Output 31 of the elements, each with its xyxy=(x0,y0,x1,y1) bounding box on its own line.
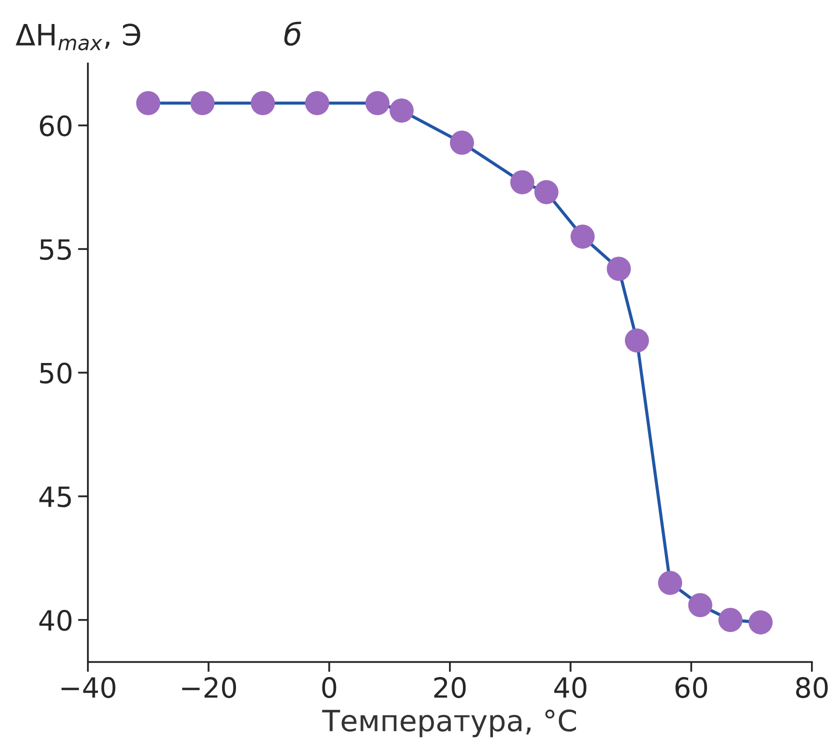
point xyxy=(136,91,160,116)
x-tick-label: 80 xyxy=(796,677,828,698)
y-tick-label: 40 xyxy=(39,610,72,631)
point xyxy=(510,170,534,194)
point xyxy=(748,610,773,634)
point xyxy=(305,91,330,116)
point xyxy=(624,328,649,353)
x-tick-label: 20 xyxy=(434,677,466,698)
point xyxy=(250,91,275,116)
point xyxy=(688,593,712,618)
y-tick-label: 50 xyxy=(40,362,72,384)
x-tick-label: −40 xyxy=(62,677,116,698)
x-tick-label: −20 xyxy=(182,677,236,698)
chart-title: б xyxy=(284,22,302,46)
x-axis-title: Температура, °C xyxy=(322,710,576,738)
point xyxy=(190,91,215,116)
x-tick-label: 60 xyxy=(675,677,708,698)
y-tick-label: 55 xyxy=(40,239,71,260)
x-tick-label: 0 xyxy=(322,677,336,698)
y-axis-title: ΔH$_{max}$, Э xyxy=(16,24,140,50)
x-tick-label: 40 xyxy=(554,677,586,698)
point xyxy=(606,256,631,281)
point xyxy=(365,91,390,116)
point xyxy=(450,130,474,155)
point xyxy=(534,180,558,204)
point xyxy=(390,98,414,123)
y-tick-label: 60 xyxy=(40,115,72,136)
y-tick-label: 45 xyxy=(39,486,71,508)
point xyxy=(570,224,595,249)
point xyxy=(718,608,742,632)
point xyxy=(658,570,682,595)
